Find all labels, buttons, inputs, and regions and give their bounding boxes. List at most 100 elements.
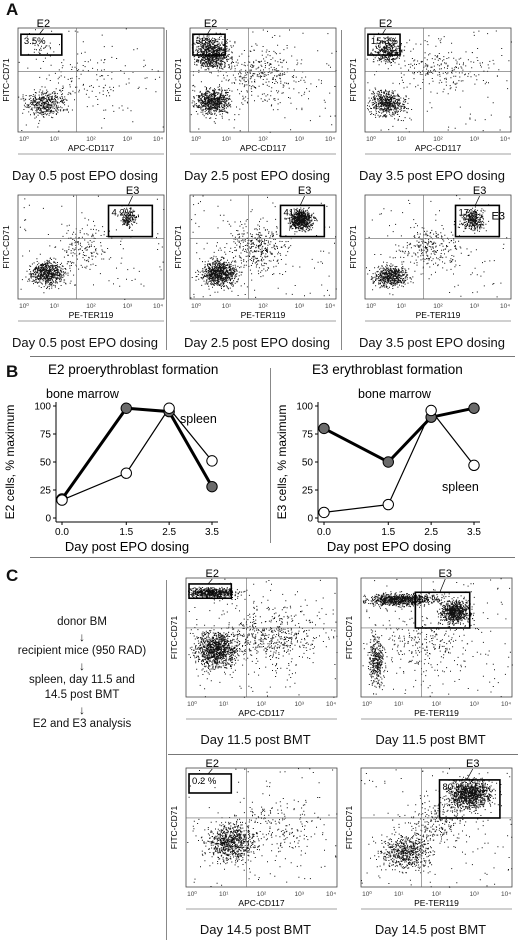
x-tick-label: 10² bbox=[433, 136, 443, 143]
x-tick-label: 10² bbox=[257, 891, 267, 898]
cell-dots bbox=[18, 28, 164, 132]
x-tick-label: 10³ bbox=[470, 701, 480, 708]
gate-percent: 4.2% bbox=[112, 207, 134, 218]
down-arrow-icon: ↓ bbox=[79, 703, 85, 717]
x-tick-label: 10¹ bbox=[222, 136, 232, 143]
y-axis-label: FITC-CD71 bbox=[348, 225, 358, 269]
divider bbox=[30, 356, 515, 357]
flow-plot-a3: 15.3% E2 FITC-CD71 10⁰ 10¹ 10² 10³ 10⁴ APC-CD117… bbox=[347, 18, 517, 183]
y-tick-label: 75 bbox=[40, 430, 52, 441]
plot-frame bbox=[185, 767, 338, 888]
x-tick-label: 10³ bbox=[295, 303, 305, 310]
plot-caption: Day 3.5 post EPO dosing bbox=[359, 335, 505, 350]
x-tick-label: 10¹ bbox=[394, 701, 404, 708]
x-tick-label: 10⁴ bbox=[325, 303, 335, 310]
divider bbox=[168, 754, 518, 755]
gate-percent: 58 % bbox=[418, 594, 440, 605]
x-axis-label: APC-CD117 bbox=[68, 143, 114, 153]
plot-caption: Day 3.5 post EPO dosing bbox=[359, 168, 505, 183]
plot-frame bbox=[364, 194, 512, 300]
x-tick-label: 10⁰ bbox=[362, 890, 372, 898]
flow-plot-c2: 58 % E3 FITC-CD71 10⁰ 10¹ 10² 10³ 10⁴ PE-TER119 … bbox=[343, 568, 518, 748]
flow-step-recipient: recipient mice (950 RAD) bbox=[17, 645, 147, 657]
x-tick-label: 10³ bbox=[470, 303, 480, 310]
gate-box bbox=[192, 33, 226, 56]
x-tick-label: 10⁴ bbox=[501, 701, 511, 708]
flow-plot-a4: 4.2% E3 FITC-CD71 10⁰ 10¹ 10² 10³ 10⁴ PE-TER119 … bbox=[0, 185, 170, 350]
side-gate-label: E3 bbox=[492, 210, 505, 222]
x-tick-label: 10³ bbox=[470, 891, 480, 898]
x-tick-label: 10³ bbox=[123, 136, 133, 143]
y-tick-label: 75 bbox=[302, 430, 314, 441]
gate-box bbox=[188, 773, 233, 794]
down-arrow-icon: ↓ bbox=[79, 659, 85, 673]
gate-percent: 3.5% bbox=[24, 36, 46, 47]
x-tick-label: 1.5 bbox=[119, 527, 133, 538]
divider bbox=[341, 30, 342, 350]
x-tick-label: 10⁴ bbox=[500, 136, 510, 143]
gate-percent: 41% bbox=[284, 207, 304, 218]
line-chart-e3: E3 erythroblast formation E3 cells, % max… bbox=[275, 362, 481, 554]
y-tick-label: 25 bbox=[302, 486, 314, 497]
x-tick-label: 10³ bbox=[295, 701, 305, 708]
gate-percent: 24 % bbox=[192, 586, 214, 597]
cell-dots bbox=[362, 578, 513, 698]
y-axis-label: FITC-CD71 bbox=[344, 616, 354, 660]
x-tick-label: 10⁰ bbox=[366, 302, 376, 310]
gate-box bbox=[438, 779, 501, 819]
divider bbox=[30, 557, 515, 558]
flow-plot-a1: 3.5% E2 FITC-CD71 10⁰ 10¹ 10² 10³ 10⁴ APC-CD117 … bbox=[0, 18, 170, 183]
chart-title: E2 proerythroblast formation bbox=[48, 362, 218, 377]
x-tick-label: 10⁰ bbox=[191, 302, 201, 310]
gate-leader bbox=[127, 195, 133, 206]
y-axis-label: FITC-CD71 bbox=[1, 58, 11, 102]
flow-step-spleen: spleen, day 11.5 and bbox=[29, 674, 135, 686]
x-axis-label: PE-TER119 bbox=[416, 310, 461, 320]
x-tick-label: 10³ bbox=[470, 136, 480, 143]
cell-dots bbox=[190, 195, 337, 299]
gate-box bbox=[188, 583, 233, 600]
y-tick-label: 100 bbox=[296, 402, 313, 413]
gate-box bbox=[414, 591, 471, 629]
data-point-bone-marrow bbox=[382, 456, 394, 468]
plot-caption: Day 14.5 post BMT bbox=[374, 922, 487, 937]
x-axis-label: APC-CD117 bbox=[238, 708, 284, 718]
series-label-bone-marrow: bone marrow bbox=[46, 387, 120, 401]
gate-percent: 15.3% bbox=[371, 36, 398, 47]
plot-caption: Day 14.5 post BMT bbox=[199, 922, 312, 937]
gate-label: E3 bbox=[473, 185, 486, 197]
flow-plot-c3: 0.2 % E2 FITC-CD71 10⁰ 10¹ 10² 10³ 10⁴ APC-CD117… bbox=[168, 758, 343, 940]
data-point-spleen bbox=[56, 494, 68, 506]
x-tick-label: 10⁰ bbox=[191, 135, 201, 143]
gate-box bbox=[454, 204, 501, 238]
gate-label: E2 bbox=[37, 18, 50, 30]
gate-leader bbox=[299, 195, 305, 206]
x-tick-label: 10¹ bbox=[222, 303, 232, 310]
divider bbox=[166, 30, 167, 350]
x-axis-label: PE-TER119 bbox=[414, 708, 459, 718]
gate-percent: 0.2 % bbox=[192, 776, 217, 787]
y-tick-label: 0 bbox=[45, 514, 51, 525]
gate-label: E2 bbox=[206, 568, 219, 580]
plot-caption: Day 2.5 post EPO dosing bbox=[184, 335, 330, 350]
y-axis-label: FITC-CD71 bbox=[344, 806, 354, 850]
data-point-spleen bbox=[382, 498, 394, 511]
gate-leader bbox=[466, 768, 474, 781]
series-label-bone-marrow: bone marrow bbox=[358, 387, 432, 401]
x-tick-label: 10⁴ bbox=[326, 701, 336, 708]
y-axis-label: FITC-CD71 bbox=[1, 225, 11, 269]
x-tick-label: 2.5 bbox=[162, 527, 176, 538]
y-axis-label: E3 cells, % maximum bbox=[275, 405, 289, 520]
gate-leader bbox=[439, 578, 446, 593]
x-tick-label: 3.5 bbox=[205, 527, 219, 538]
x-tick-label: 10⁰ bbox=[187, 700, 197, 708]
x-tick-label: 10² bbox=[433, 303, 443, 310]
chart-title: E3 erythroblast formation bbox=[312, 362, 463, 377]
x-tick-label: 1.5 bbox=[381, 527, 395, 538]
gate-leader bbox=[474, 195, 480, 206]
gate-leader bbox=[207, 28, 211, 35]
data-point-spleen bbox=[468, 459, 480, 472]
plot-caption: Day 11.5 post BMT bbox=[200, 732, 311, 747]
y-tick-label: 0 bbox=[307, 514, 313, 525]
x-tick-label: 10² bbox=[257, 701, 267, 708]
